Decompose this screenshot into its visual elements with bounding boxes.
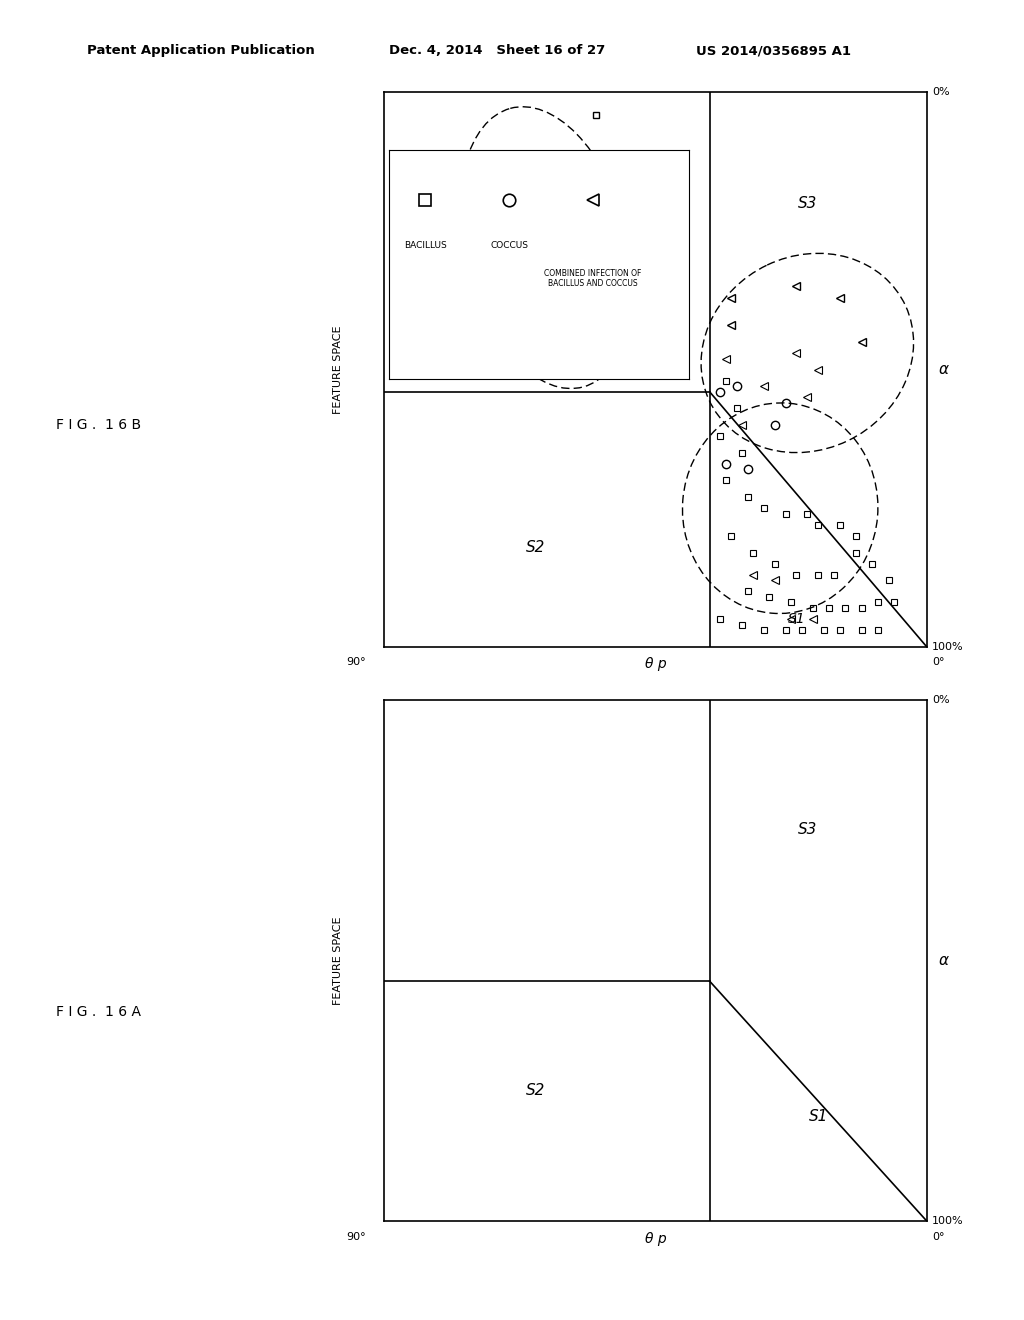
- Text: F I G .  1 6 B: F I G . 1 6 B: [56, 418, 141, 432]
- Text: FEATURE SPACE: FEATURE SPACE: [333, 325, 343, 414]
- Text: FEATURE SPACE: FEATURE SPACE: [333, 916, 343, 1005]
- Text: COMBINED INFECTION OF
BACILLUS AND COCCUS: COMBINED INFECTION OF BACILLUS AND COCCU…: [545, 269, 642, 288]
- Text: 0%: 0%: [932, 694, 949, 705]
- Text: 0°: 0°: [932, 1232, 944, 1242]
- Text: α: α: [939, 362, 949, 378]
- Text: S3: S3: [798, 822, 817, 837]
- Text: Patent Application Publication: Patent Application Publication: [87, 44, 314, 57]
- Text: COCCUS: COCCUS: [490, 242, 528, 251]
- Text: 0°: 0°: [932, 657, 944, 668]
- Text: 0%: 0%: [932, 87, 949, 98]
- Text: 90°: 90°: [346, 657, 366, 668]
- Text: S3: S3: [798, 195, 817, 211]
- Text: S2: S2: [526, 540, 546, 554]
- Text: S1: S1: [787, 612, 805, 626]
- Text: 100%: 100%: [932, 642, 964, 652]
- Text: US 2014/0356895 A1: US 2014/0356895 A1: [696, 44, 851, 57]
- Text: F I G .  1 6 A: F I G . 1 6 A: [56, 1006, 141, 1019]
- Text: α: α: [939, 953, 949, 968]
- Text: θ p: θ p: [644, 1232, 667, 1246]
- Text: BACILLUS: BACILLUS: [403, 242, 446, 251]
- Text: S2: S2: [526, 1084, 546, 1098]
- Text: 90°: 90°: [346, 1232, 366, 1242]
- Text: S1: S1: [809, 1109, 827, 1125]
- Text: Dec. 4, 2014   Sheet 16 of 27: Dec. 4, 2014 Sheet 16 of 27: [389, 44, 605, 57]
- Text: θ p: θ p: [644, 657, 667, 672]
- Text: 100%: 100%: [932, 1216, 964, 1226]
